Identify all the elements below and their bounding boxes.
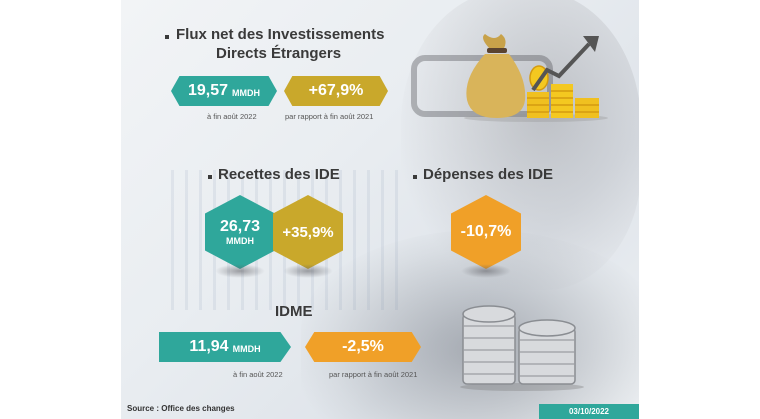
fdi-net-unit: MMDH bbox=[232, 87, 261, 98]
fdi-net-change-badge: +67,9% bbox=[284, 76, 388, 106]
fdi-net-change: +67,9% bbox=[308, 82, 364, 99]
badge-shadow bbox=[461, 264, 511, 278]
publication-date: 03/10/2022 bbox=[539, 404, 639, 419]
idme-value: 11,94 bbox=[189, 338, 229, 355]
source-note: Source : Office des changes bbox=[127, 404, 235, 413]
ide-spending-title: Dépenses des IDE bbox=[423, 166, 554, 183]
idme-value-badge: 11,94 MMDH bbox=[159, 332, 291, 362]
idme-unit: MMDH bbox=[232, 343, 261, 354]
ide-receipts-change: +35,9% bbox=[282, 223, 334, 241]
ide-receipts-value: 26,73 bbox=[219, 218, 261, 235]
publication-date-text: 03/10/2022 bbox=[568, 407, 610, 416]
fdi-net-value: 19,57 bbox=[187, 82, 229, 99]
bullet bbox=[165, 35, 169, 39]
coin-stacks-icon bbox=[457, 292, 587, 392]
fdi-net-value-badge: 19,57 MMDH bbox=[171, 76, 277, 106]
ide-receipts-unit: MMDH bbox=[226, 236, 254, 246]
badge-shadow bbox=[215, 264, 265, 278]
fdi-title-line2: Directs Étrangers bbox=[216, 45, 342, 62]
idme-caption-period: à fin août 2022 bbox=[233, 370, 283, 379]
idme-caption-compare: par rapport à fin août 2021 bbox=[329, 370, 418, 379]
ide-receipts-title: Recettes des IDE bbox=[218, 166, 340, 183]
bullet bbox=[208, 175, 212, 179]
idme-title: IDME bbox=[275, 303, 313, 320]
idme-change: -2,5% bbox=[342, 338, 384, 355]
infographic: Flux net des Investissements Directs Étr… bbox=[121, 0, 639, 419]
fdi-title-line1: Flux net des Investissements bbox=[176, 26, 385, 43]
bullet bbox=[413, 175, 417, 179]
fdi-net-caption-period: à fin août 2022 bbox=[207, 112, 257, 121]
idme-change-badge: -2,5% bbox=[305, 332, 421, 362]
badge-shadow bbox=[283, 264, 333, 278]
fdi-net-caption-compare: par rapport à fin août 2021 bbox=[285, 112, 374, 121]
ide-spending-change: -10,7% bbox=[460, 223, 512, 240]
money-bag-growth-icon bbox=[461, 28, 611, 123]
